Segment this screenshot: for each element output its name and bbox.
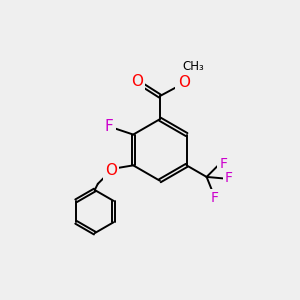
Text: F: F [220, 157, 227, 171]
Text: F: F [105, 119, 114, 134]
Text: O: O [131, 74, 143, 89]
Text: O: O [105, 163, 117, 178]
Text: F: F [225, 172, 233, 185]
Text: CH₃: CH₃ [182, 59, 204, 73]
Text: F: F [210, 191, 218, 206]
Text: O: O [178, 76, 190, 91]
